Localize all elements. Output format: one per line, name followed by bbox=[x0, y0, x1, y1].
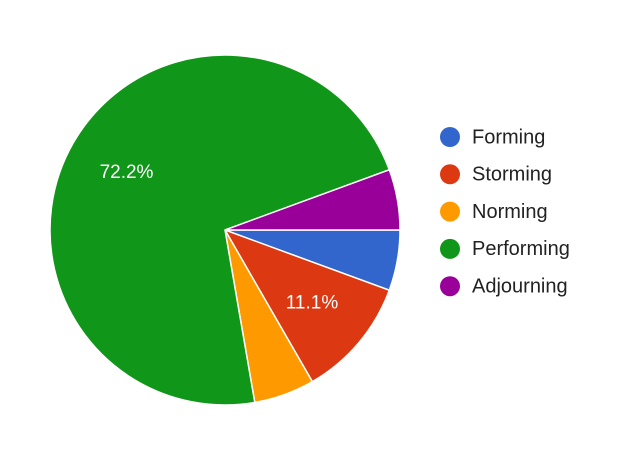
pie-slice bbox=[49, 54, 391, 406]
legend-marker bbox=[440, 201, 460, 222]
legend-marker bbox=[440, 164, 460, 185]
legend-marker bbox=[440, 127, 460, 147]
pie-slice bbox=[223, 228, 391, 383]
slice-label: 11.1% bbox=[286, 292, 339, 313]
legend-marker bbox=[440, 238, 460, 259]
legend-label: Adjourning bbox=[472, 275, 568, 297]
slice-label: 72.2% bbox=[100, 162, 154, 183]
legend-label: Norming bbox=[472, 201, 548, 223]
legend-label: Performing bbox=[472, 238, 570, 260]
legend-label: Forming bbox=[472, 126, 545, 148]
legend-marker bbox=[440, 276, 460, 297]
pie-slice bbox=[224, 168, 401, 231]
legend-label: Storming bbox=[472, 164, 552, 186]
